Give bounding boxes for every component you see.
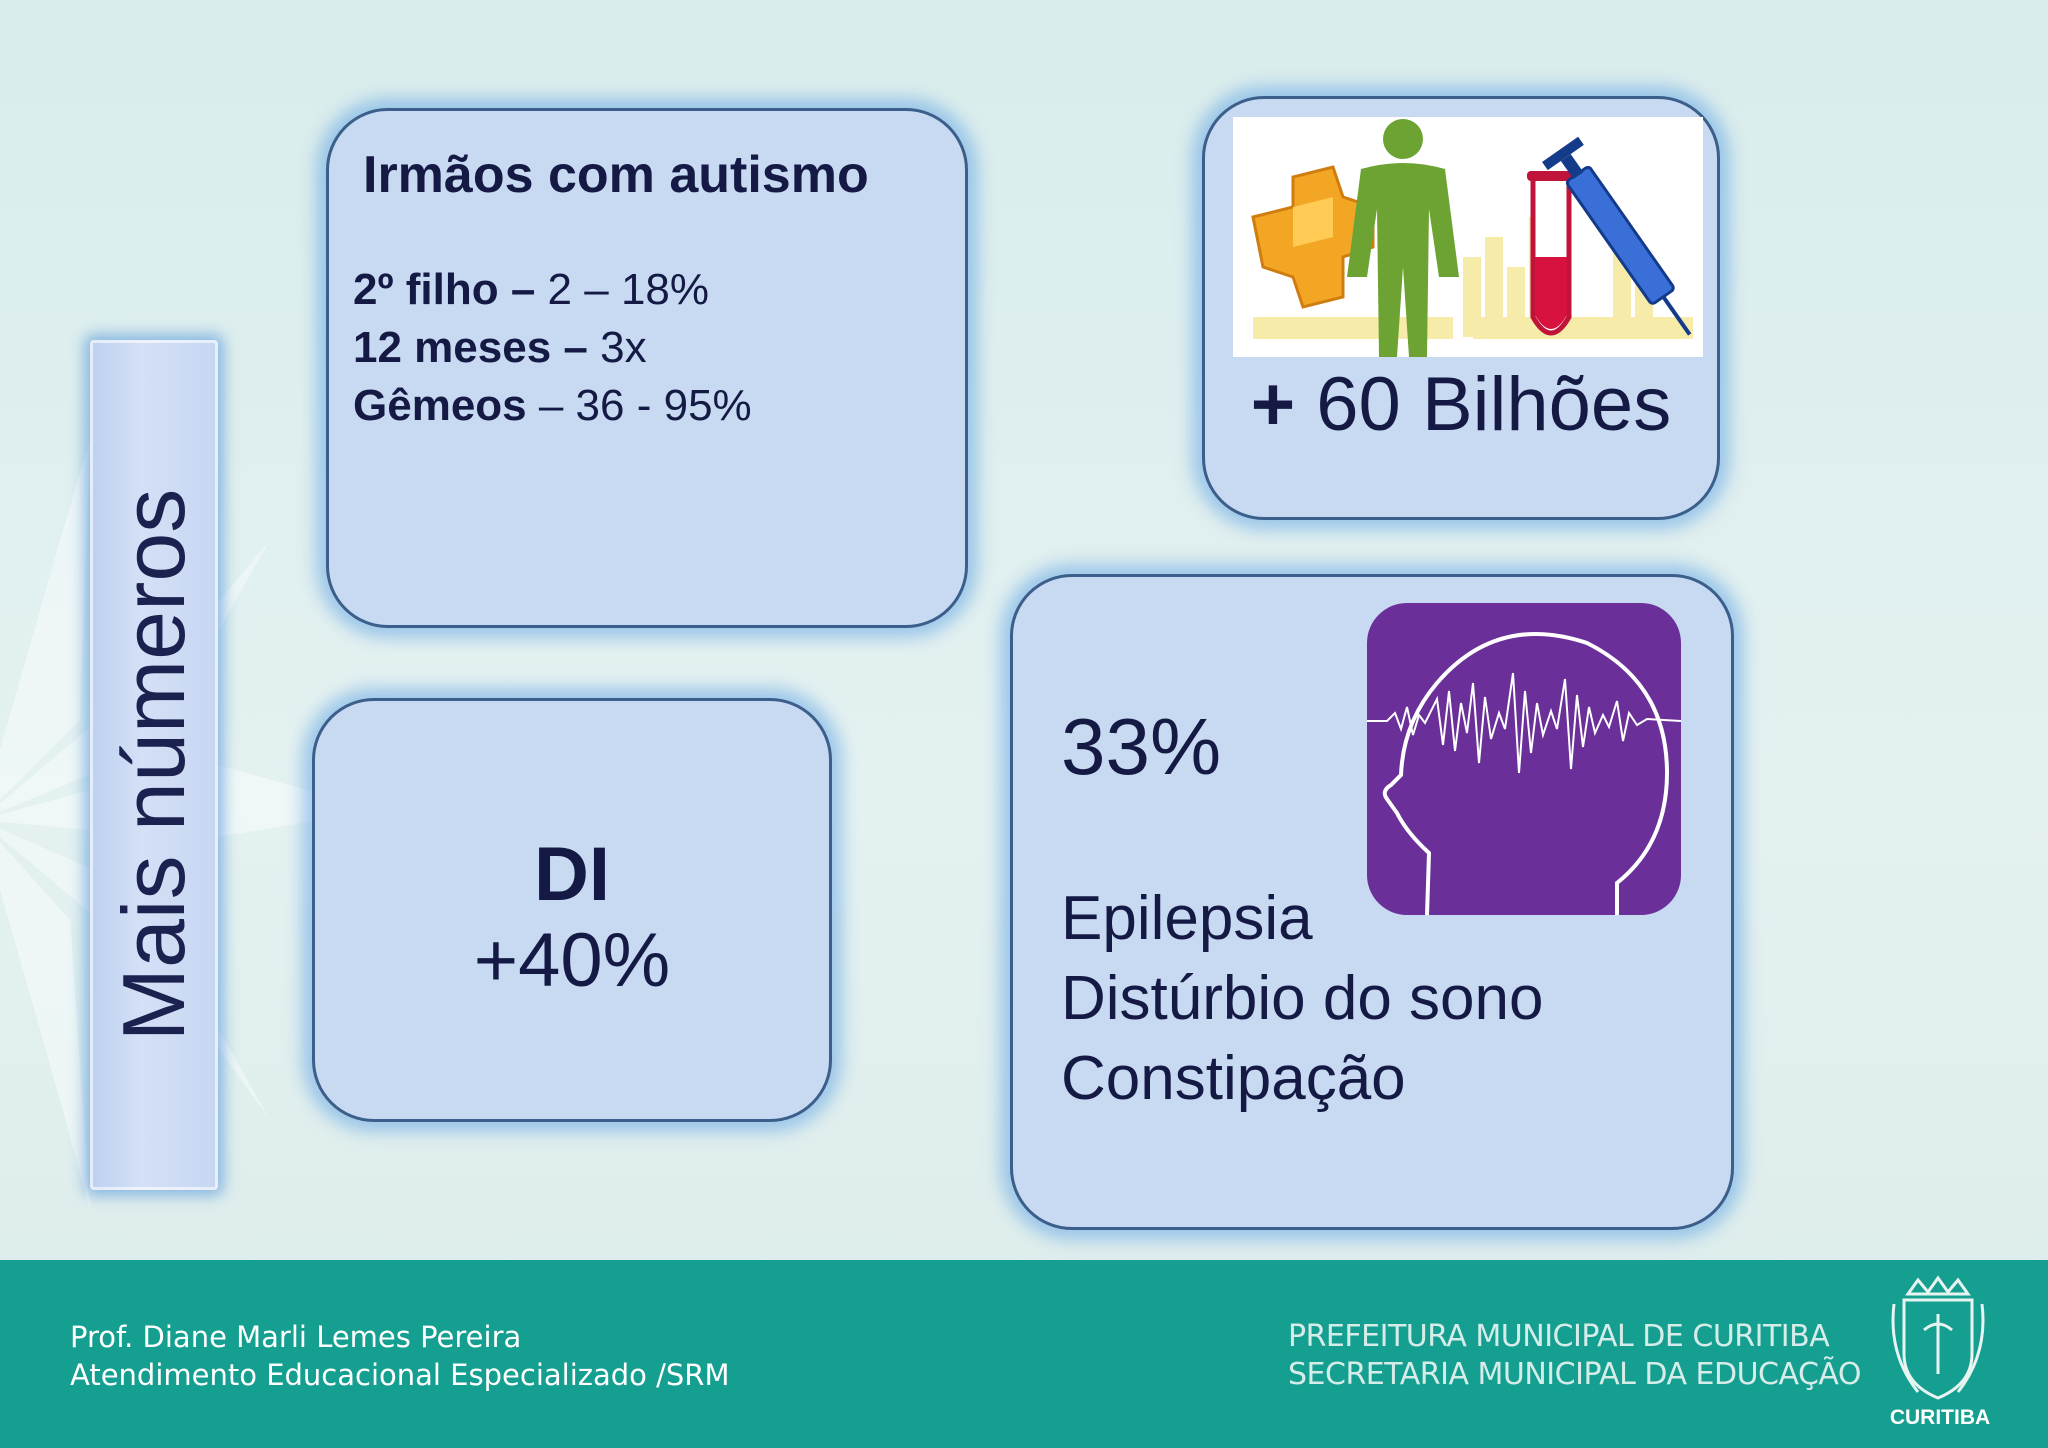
siblings-box: Irmãos com autismo 2º filho – 2 – 18% 12…	[326, 108, 968, 628]
syringe-icon	[1542, 136, 1692, 336]
side-title: Mais números	[104, 488, 203, 1042]
city-crest-icon	[1891, 1275, 1985, 1400]
list-item: Epilepsia	[1061, 884, 1313, 953]
comorbidities-list: Epilepsia Distúrbio do sono Constipação	[1061, 879, 1544, 1119]
billions-box: + 60 Bilhões	[1202, 96, 1720, 520]
crest-label: CURITIBA	[1889, 1406, 1991, 1429]
siblings-list: 2º filho – 2 – 18% 12 meses – 3x Gêmeos …	[353, 261, 752, 435]
footer-organization: PREFEITURA MUNICIPAL DE CURITIBA SECRETA…	[1288, 1318, 1862, 1394]
di-box: DI +40%	[312, 698, 832, 1122]
billions-prefix: +	[1250, 362, 1296, 447]
list-item: 12 meses – 3x	[353, 319, 752, 377]
footer: Prof. Diane Marli Lemes Pereira Atendime…	[0, 1260, 2048, 1448]
row-label: Gêmeos	[353, 381, 527, 430]
siblings-title: Irmãos com autismo	[363, 146, 869, 204]
test-tube-icon	[1527, 171, 1575, 336]
list-item: Gêmeos – 36 - 95%	[353, 377, 752, 435]
row-value: 2 – 18%	[535, 265, 710, 314]
org-line-1: PREFEITURA MUNICIPAL DE CURITIBA	[1288, 1319, 1830, 1354]
org-line-2: SECRETARIA MUNICIPAL DA EDUCAÇÃO	[1288, 1357, 1862, 1392]
di-value: +40%	[473, 918, 671, 1003]
row-label: 2º filho –	[353, 265, 536, 314]
list-item: Distúrbio do sono	[1061, 964, 1544, 1033]
list-item: 2º filho – 2 – 18%	[353, 261, 752, 319]
author-department: Atendimento Educacional Especializado /S…	[70, 1358, 730, 1392]
billions-value: + 60 Bilhões	[1205, 361, 1717, 448]
billions-text: 60 Bilhões	[1295, 362, 1672, 447]
list-item: Constipação	[1061, 1044, 1406, 1113]
row-label: 12 meses –	[353, 323, 588, 372]
author-name: Prof. Diane Marli Lemes Pereira	[70, 1320, 522, 1354]
brain-waves-icon	[1367, 603, 1681, 915]
side-title-banner: Mais números	[90, 340, 218, 1190]
comorbidities-percent: 33%	[1061, 702, 1222, 791]
comorbidities-box: 33% Epilepsia Distúrbio do sono Constipa…	[1010, 574, 1734, 1230]
di-label: DI	[534, 832, 610, 917]
puzzle-piece-icon	[1251, 165, 1375, 309]
footer-author: Prof. Diane Marli Lemes Pereira Atendime…	[70, 1318, 729, 1394]
row-value: – 36 - 95%	[526, 381, 752, 430]
row-value: 3x	[587, 323, 647, 372]
medical-research-illustration	[1233, 117, 1703, 357]
person-icon	[1347, 119, 1459, 357]
